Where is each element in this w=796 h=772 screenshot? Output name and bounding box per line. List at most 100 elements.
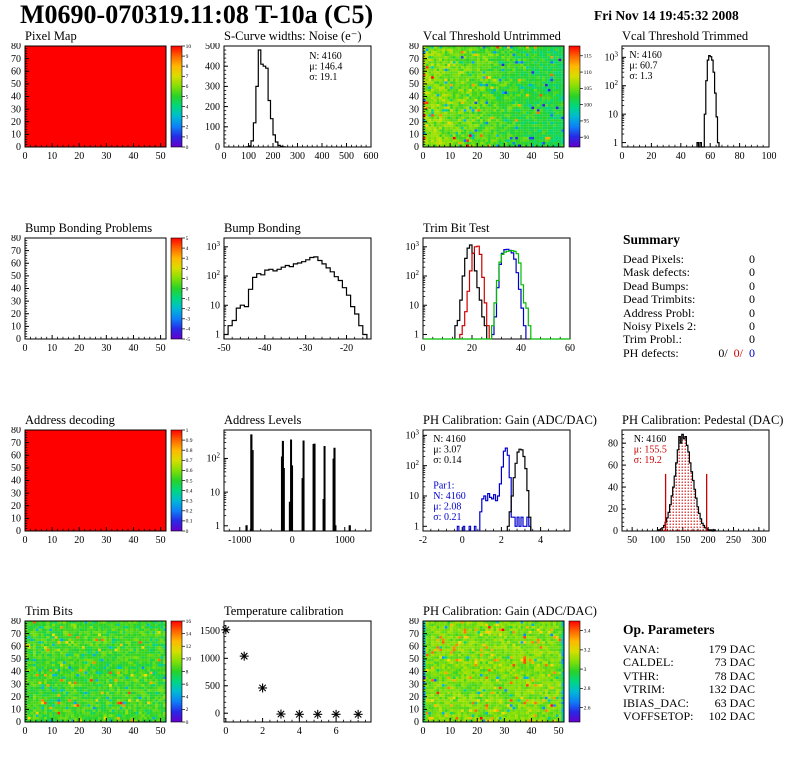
- svg-text:0: 0: [23, 151, 28, 162]
- plot-title: Pixel Map: [25, 29, 77, 43]
- svg-text:4: 4: [186, 246, 189, 252]
- summary-label: PH defects:: [623, 345, 679, 360]
- scurve-noise-histogram: 0 100 200 300 400 500 600 0 100 200 300 400 500 N: 41…: [205, 43, 379, 162]
- svg-text:300: 300: [751, 535, 766, 546]
- svg-text:50: 50: [11, 463, 21, 474]
- svg-text:400: 400: [205, 61, 220, 72]
- svg-text:80: 80: [11, 235, 21, 244]
- svg-text:0: 0: [16, 334, 21, 345]
- svg-text:10: 10: [186, 44, 192, 50]
- svg-text:10: 10: [210, 487, 220, 498]
- plot-title: PH Calibration: Gain (ADC/DAC): [423, 413, 597, 427]
- plot-vcal-trimmed: Vcal Threshold Trimmed 0 20 40 60 80 100 1 10 10…: [597, 24, 796, 194]
- summary-label: Dead Pixels:: [623, 252, 684, 266]
- summary-label: Address Probl:: [623, 305, 695, 320]
- svg-text:-2: -2: [419, 535, 427, 546]
- plot-title: Vcal Threshold Untrimmed: [423, 29, 561, 43]
- svg-text:-1: -1: [186, 296, 191, 302]
- svg-text:-40: -40: [258, 343, 271, 354]
- svg-text:70: 70: [11, 54, 21, 65]
- svg-text:0: 0: [421, 151, 426, 162]
- svg-text:1: 1: [414, 330, 419, 341]
- svg-text:0: 0: [613, 526, 618, 537]
- svg-text:102: 102: [207, 452, 221, 465]
- svg-text:N: 4160: N: 4160: [433, 434, 466, 445]
- svg-text:0.3: 0.3: [186, 499, 193, 505]
- op-parameter-row: VTRIM: 132 DAC: [623, 682, 755, 696]
- op-parameter-value: 179 DAC: [708, 642, 755, 656]
- op-parameter-value: 73 DAC: [714, 655, 755, 670]
- summary-value: 0: [749, 292, 755, 307]
- svg-text:103: 103: [605, 51, 619, 64]
- svg-text:30: 30: [101, 151, 111, 162]
- svg-text:500: 500: [205, 43, 220, 52]
- svg-text:5: 5: [186, 236, 189, 242]
- svg-text:300: 300: [205, 82, 220, 93]
- svg-text:80: 80: [735, 151, 745, 162]
- svg-text:50: 50: [554, 151, 564, 162]
- svg-text:10: 10: [11, 322, 21, 333]
- svg-text:70: 70: [11, 246, 21, 257]
- summary-row: Noisy Pixels 2: 0: [623, 319, 755, 333]
- svg-text:200: 200: [266, 151, 281, 162]
- svg-text:2: 2: [186, 266, 189, 272]
- summary-label: Mask defects:: [623, 265, 690, 280]
- svg-text:0: 0: [215, 142, 220, 153]
- svg-text:9: 9: [186, 54, 189, 60]
- svg-text:70: 70: [409, 54, 419, 65]
- svg-text:100: 100: [762, 151, 777, 162]
- address-levels-histogram: -1000 0 1000 1 10 102: [207, 429, 372, 546]
- svg-text:20: 20: [472, 151, 482, 162]
- svg-text:0.5: 0.5: [186, 478, 193, 484]
- svg-text:μ: 155.5: μ: 155.5: [634, 445, 667, 456]
- svg-text:0: 0: [23, 535, 28, 546]
- svg-text:20: 20: [646, 151, 656, 162]
- svg-text:100: 100: [584, 102, 593, 108]
- plot-title: Bump Bonding: [224, 221, 301, 235]
- svg-text:40: 40: [11, 476, 21, 487]
- svg-text:N: 4160: N: 4160: [629, 50, 662, 61]
- svg-text:N: 4160: N: 4160: [309, 51, 342, 62]
- svg-text:80: 80: [608, 438, 618, 449]
- svg-text:0: 0: [186, 529, 189, 535]
- svg-text:10: 10: [11, 514, 21, 525]
- plot-title: Address Levels: [224, 413, 302, 427]
- svg-text:8: 8: [186, 64, 189, 70]
- svg-text:-2: -2: [186, 307, 191, 313]
- svg-text:10: 10: [409, 130, 419, 141]
- svg-text:0.6: 0.6: [186, 468, 193, 474]
- svg-text:60: 60: [705, 151, 715, 162]
- svg-text:σ: 19.2: σ: 19.2: [634, 455, 662, 466]
- svg-text:-30: -30: [299, 343, 312, 354]
- svg-text:50: 50: [156, 343, 166, 354]
- svg-text:1: 1: [186, 276, 189, 282]
- svg-text:0.8: 0.8: [186, 448, 193, 454]
- page-title: M0690-070319.11:08 T-10a (C5): [20, 0, 374, 29]
- svg-text:102: 102: [406, 269, 420, 282]
- svg-text:40: 40: [128, 535, 138, 546]
- svg-text:30: 30: [409, 104, 419, 115]
- svg-text:-3: -3: [186, 317, 191, 323]
- svg-text:102: 102: [207, 269, 221, 282]
- plot-title: Temperature calibration: [224, 604, 344, 618]
- summary-label: Dead Trimbits:: [623, 292, 696, 307]
- summary-label: Trim Probl.:: [623, 332, 682, 347]
- address-decoding-heatmap: 00.10.20.30.40.50.60.70.80.910 10 20 30 40 50…: [11, 427, 193, 546]
- svg-text:60: 60: [11, 450, 21, 461]
- plot-trim-bits: Trim Bits 0 2 4 6 8 10 12 14 16 0 10 20 30 40 50 0 10 20 3…: [0, 599, 199, 769]
- svg-text:10: 10: [409, 300, 419, 311]
- summary-row: Dead Bumps: 0: [623, 279, 755, 293]
- ph-defect-value: 0/: [718, 345, 728, 360]
- svg-text:10: 10: [210, 300, 220, 311]
- svg-text:40: 40: [516, 343, 526, 354]
- summary-value: 0: [749, 305, 755, 320]
- op-parameter-value: 102 DAC: [708, 709, 755, 724]
- plot-title: Address decoding: [25, 413, 115, 427]
- summary-row: Dead Pixels: 0: [623, 252, 755, 266]
